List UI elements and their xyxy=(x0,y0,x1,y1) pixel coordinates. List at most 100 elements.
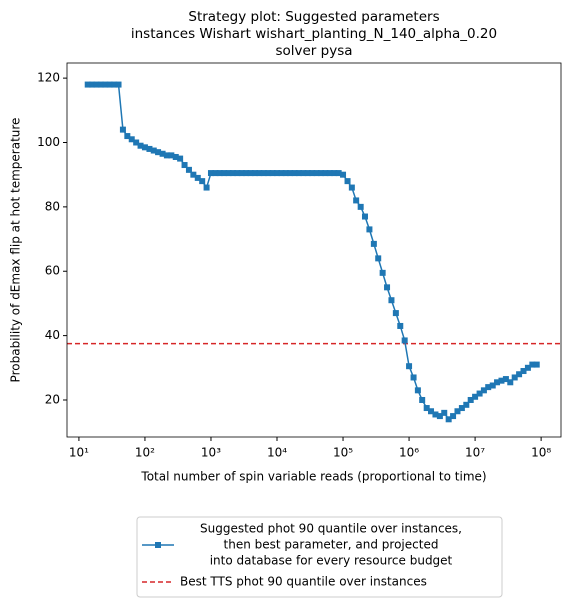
data-point xyxy=(340,171,347,178)
data-point xyxy=(282,170,289,177)
data-point xyxy=(511,374,518,381)
chart-title: instances Wishart wishart_planting_N_140… xyxy=(131,26,497,42)
data-point xyxy=(265,170,272,177)
data-point xyxy=(93,81,100,88)
data-point xyxy=(450,413,457,420)
data-point xyxy=(199,178,206,185)
data-point xyxy=(507,379,514,386)
data-point xyxy=(313,170,320,177)
y-tick-label: 120 xyxy=(37,71,60,85)
data-point xyxy=(159,150,166,157)
data-point xyxy=(278,170,285,177)
data-point xyxy=(441,409,448,416)
data-point xyxy=(353,197,360,204)
y-tick-label: 80 xyxy=(45,199,60,213)
data-point xyxy=(318,170,325,177)
data-point xyxy=(370,240,377,247)
plot-frame xyxy=(66,62,562,438)
data-point xyxy=(384,284,391,291)
data-point xyxy=(300,170,307,177)
data-point xyxy=(410,374,417,381)
data-point xyxy=(146,145,153,152)
data-point xyxy=(401,337,408,344)
legend-swatch xyxy=(155,542,161,548)
data-point xyxy=(388,297,395,304)
x-tick-label: 10³ xyxy=(201,446,221,460)
data-point xyxy=(436,413,443,420)
data-point xyxy=(357,203,364,210)
data-point xyxy=(256,170,263,177)
data-point xyxy=(533,361,540,368)
data-point xyxy=(84,81,91,88)
data-point xyxy=(234,170,241,177)
data-point xyxy=(379,269,386,276)
legend-box xyxy=(136,516,503,598)
data-point xyxy=(111,81,118,88)
data-point xyxy=(243,170,250,177)
data-point xyxy=(124,133,131,140)
data-point xyxy=(419,396,426,403)
x-tick-label: 10⁴ xyxy=(267,446,287,460)
data-point xyxy=(295,170,302,177)
data-point xyxy=(137,142,144,149)
y-tick-label: 60 xyxy=(45,264,60,278)
data-point xyxy=(260,170,267,177)
data-point xyxy=(238,170,245,177)
data-point xyxy=(502,376,509,383)
data-point xyxy=(406,363,413,370)
data-point xyxy=(529,361,536,368)
data-point xyxy=(181,162,188,169)
data-point xyxy=(335,170,342,177)
data-point xyxy=(498,377,505,384)
data-point xyxy=(472,393,479,400)
data-point xyxy=(216,170,223,177)
data-point xyxy=(414,387,421,394)
data-point xyxy=(344,178,351,185)
x-tick-label: 10⁸ xyxy=(531,446,551,460)
data-point xyxy=(480,387,487,394)
data-point xyxy=(445,416,452,423)
data-point xyxy=(177,155,184,162)
legend-label: Suggested phot 90 quantile over instance… xyxy=(200,522,462,536)
data-point xyxy=(392,310,399,317)
data-point xyxy=(133,139,140,146)
data-point xyxy=(428,408,435,415)
y-tick-label: 20 xyxy=(45,392,60,406)
data-point xyxy=(212,170,219,177)
data-point xyxy=(361,213,368,220)
x-tick-label: 10² xyxy=(135,446,155,460)
legend-label: into database for every resource budget xyxy=(210,554,453,568)
data-point xyxy=(524,364,531,371)
data-point xyxy=(309,170,316,177)
data-point xyxy=(287,170,294,177)
data-point xyxy=(185,166,192,173)
data-point xyxy=(432,411,439,418)
data-point xyxy=(476,390,483,397)
data-point xyxy=(207,170,214,177)
x-tick-label: 10⁵ xyxy=(333,446,353,460)
data-point xyxy=(326,170,333,177)
data-point xyxy=(155,149,162,156)
data-point xyxy=(89,81,96,88)
data-point xyxy=(397,322,404,329)
data-point xyxy=(331,170,338,177)
y-axis-label: Probability of dEmax flip at hot tempera… xyxy=(9,118,23,383)
data-point xyxy=(520,368,527,375)
data-point xyxy=(423,405,430,412)
y-tick-label: 40 xyxy=(45,328,60,342)
x-tick-label: 10¹ xyxy=(69,446,89,460)
data-point xyxy=(119,126,126,133)
data-point xyxy=(221,170,228,177)
data-point xyxy=(229,170,236,177)
x-axis-label: Total number of spin variable reads (pro… xyxy=(140,470,486,484)
data-point xyxy=(269,170,276,177)
data-point xyxy=(485,384,492,391)
data-point xyxy=(247,170,254,177)
data-point xyxy=(106,81,113,88)
data-point xyxy=(322,170,329,177)
data-point xyxy=(251,170,258,177)
data-point xyxy=(458,405,465,412)
data-point xyxy=(128,136,135,143)
chart-title: solver pysa xyxy=(275,43,352,59)
